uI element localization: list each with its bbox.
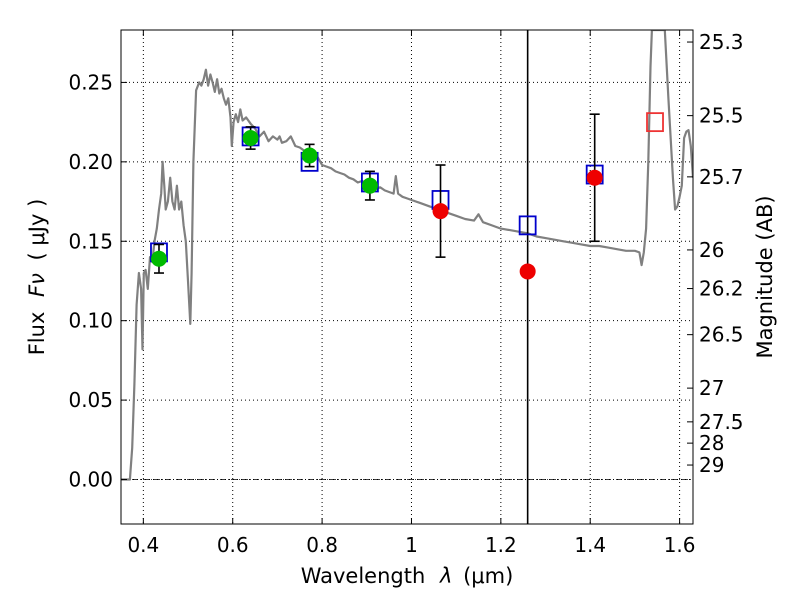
- observed-flux-point: [432, 203, 449, 220]
- y-axis-title: Flux Fν ( μJy ): [25, 199, 49, 356]
- axis-ticks: 0.4 0.6 0.8 1 1.2 1.4 1.6 0.00 0.05 0.10 0.15 0.20 0…: [68, 30, 744, 557]
- y-tick-label: 0.25: [68, 70, 113, 94]
- y-tick-label: 0.15: [68, 229, 113, 253]
- model-flux-box: [518, 215, 537, 236]
- grid: [121, 30, 693, 524]
- model-flux-box: [646, 112, 664, 133]
- y-tick-label: 0.05: [68, 388, 113, 412]
- plot-area: [121, 30, 693, 481]
- markers: [150, 30, 664, 524]
- model-sed-line: [121, 30, 693, 481]
- mag-tick-label: 25.7: [699, 165, 744, 189]
- y-axis-title-symbol: Fν: [25, 273, 49, 297]
- x-tick-label: 0.4: [127, 533, 159, 557]
- x-axis-title-symbol: λ: [439, 564, 452, 588]
- y-tick-label: 0.10: [68, 309, 113, 333]
- mag-tick-label: 28: [699, 431, 724, 455]
- y-axis-title-unit: ( μJy ): [25, 199, 49, 261]
- observed-flux-point: [519, 263, 536, 280]
- x-tick-label: 1.4: [574, 533, 606, 557]
- x-axis-title-unit: (μm): [463, 564, 513, 588]
- observed-flux-point: [361, 177, 378, 194]
- mag-tick-label: 29: [699, 453, 724, 477]
- y2-axis-title: Magnitude (AB): [753, 195, 777, 358]
- observed-flux-point: [301, 147, 318, 164]
- observed-flux-point: [586, 169, 603, 186]
- y-tick-label: 0.20: [68, 150, 113, 174]
- x-tick-label: 1.6: [664, 533, 696, 557]
- mag-tick-label: 26: [699, 238, 724, 262]
- mag-tick-label: 25.5: [699, 104, 744, 128]
- mag-tick-label: 26.2: [699, 277, 744, 301]
- x-tick-label: 1.2: [485, 533, 517, 557]
- y-tick-label: 0.00: [68, 468, 113, 492]
- mag-tick-label: 27: [699, 376, 724, 400]
- y-axis-title-prefix: Flux: [25, 312, 49, 356]
- x-axis-title: Wavelength λ (μm): [301, 564, 514, 588]
- mag-tick-label: 27.5: [699, 410, 744, 434]
- mag-tick-label: 25.3: [699, 30, 744, 54]
- x-tick-label: 0.6: [217, 533, 249, 557]
- observed-flux-point: [150, 250, 167, 267]
- plot-frame: [120, 29, 694, 525]
- x-tick-label: 1: [405, 533, 418, 557]
- mag-tick-label: 26.5: [699, 323, 744, 347]
- observed-flux-point: [242, 130, 259, 147]
- x-tick-label: 0.8: [306, 533, 338, 557]
- x-axis-title-prefix: Wavelength: [301, 564, 426, 588]
